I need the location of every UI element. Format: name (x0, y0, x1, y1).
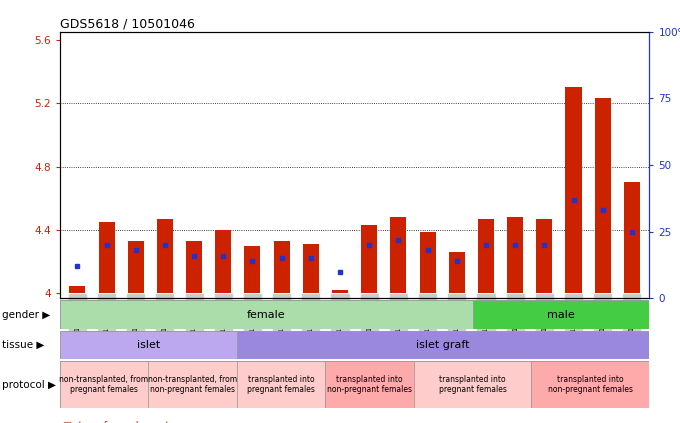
Bar (273, 241, 290, 294)
Bar (99, 222, 114, 294)
Bar (244, 246, 260, 294)
Text: transplanted into
pregnant females: transplanted into pregnant females (439, 375, 507, 394)
Text: transplanted into
non-pregnant females: transplanted into non-pregnant females (548, 375, 633, 394)
Bar (537, 219, 552, 294)
Text: gender ▶: gender ▶ (2, 310, 50, 319)
Text: islet: islet (137, 340, 160, 350)
Text: female: female (247, 310, 286, 319)
Bar (69, 286, 86, 294)
Bar (361, 225, 377, 294)
Bar (390, 217, 407, 294)
Bar (60, 361, 148, 408)
Bar (532, 361, 649, 408)
Bar (449, 252, 465, 294)
Bar (478, 219, 494, 294)
Bar (216, 230, 231, 294)
Bar (325, 361, 413, 408)
Text: transplanted into
pregnant females: transplanted into pregnant females (247, 375, 315, 394)
Bar (473, 300, 649, 329)
Text: transplanted into
non-pregnant females: transplanted into non-pregnant females (327, 375, 412, 394)
Bar (237, 361, 325, 408)
Bar (332, 290, 348, 294)
Text: male: male (547, 310, 575, 319)
Text: islet graft: islet graft (416, 340, 470, 350)
Bar (303, 244, 319, 294)
Bar (148, 361, 237, 408)
Text: non-transplanted, from
pregnant females: non-transplanted, from pregnant females (59, 375, 149, 394)
Bar (595, 98, 611, 294)
Bar (420, 232, 436, 294)
Bar (624, 182, 640, 294)
Text: protocol ▶: protocol ▶ (2, 379, 56, 390)
Text: non-transplanted, from
non-pregnant females: non-transplanted, from non-pregnant fema… (148, 375, 237, 394)
Bar (128, 241, 143, 294)
Text: ■  transformed count: ■ transformed count (63, 420, 169, 423)
Bar (60, 300, 473, 329)
Bar (186, 241, 202, 294)
Bar (413, 361, 532, 408)
Bar (566, 87, 581, 294)
Text: GDS5618 / 10501046: GDS5618 / 10501046 (60, 18, 194, 30)
Bar (237, 331, 649, 359)
Bar (157, 219, 173, 294)
Bar (60, 331, 237, 359)
Bar (507, 217, 523, 294)
Text: tissue ▶: tissue ▶ (2, 340, 44, 350)
